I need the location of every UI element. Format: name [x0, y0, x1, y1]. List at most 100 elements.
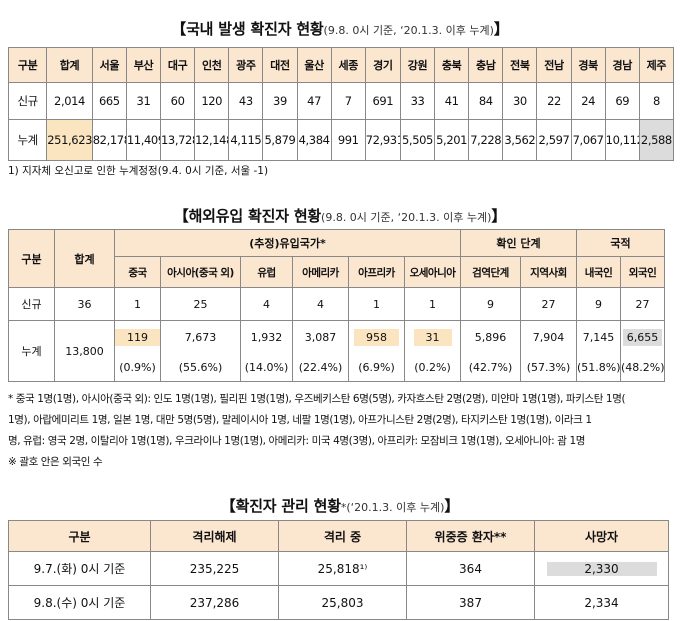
header-cell: 구분 [8, 229, 55, 288]
table-cell: (55.6%) [160, 353, 241, 382]
table-cell: 2,597 [536, 119, 572, 161]
table-cell: 7,904 [520, 320, 577, 353]
table-cell: (0.2%) [404, 353, 461, 382]
table-cell: 1 [404, 287, 461, 321]
footnote-line: 1명), 아랍에미리트 1명, 일본 1명, 대만 5명(5명), 말레이시아 … [8, 414, 592, 426]
table-cell: 4 [292, 287, 349, 321]
header-cell: 아시아(중국 외) [160, 256, 241, 288]
table-cell: 7,067 [570, 119, 606, 161]
table-cell: (42.7%) [460, 353, 521, 382]
table-cell: 10,112 [604, 119, 640, 161]
table-cell: 387 [406, 585, 535, 620]
table-cell: 24 [570, 82, 606, 120]
row-label: 신규 [8, 287, 55, 321]
header-cell: 충남 [468, 47, 504, 83]
row-label: 누계 [7, 119, 48, 161]
management-title-main: 【확진자 관리 현황 [220, 497, 341, 515]
table-cell: 27 [520, 287, 577, 321]
management-table: 구분 격리해제 격리 중 위중증 환자** 사망자 9.7.(화) 0시 기준 … [8, 520, 669, 620]
header-cell: 구분 [8, 520, 151, 552]
table-cell: 36 [54, 287, 115, 321]
header-cell: 충북 [434, 47, 470, 83]
table-cell: 43 [228, 82, 264, 120]
table-cell: 7 [330, 82, 366, 120]
header-cell: 오세아니아 [404, 256, 461, 288]
header-cell: 격리해제 [150, 520, 279, 552]
table-cell: 8 [638, 82, 675, 120]
table-cell: 31 [125, 82, 162, 120]
table-cell: (22.4%) [292, 353, 349, 382]
table-cell: 7,673 [160, 320, 241, 353]
table-cell: 82,178¹⁾ [91, 119, 127, 161]
footnote-line: * 중국 1명(1명), 아시아(중국 외): 인도 1명(1명), 필리핀 1… [8, 393, 626, 405]
cell-value: 31 [413, 328, 452, 346]
table-cell: 72,931 [364, 119, 401, 161]
table-cell: 5,879 [262, 119, 298, 161]
management-header-row: 구분 격리해제 격리 중 위중증 환자** 사망자 [8, 520, 669, 552]
table-cell: (57.3%) [520, 353, 577, 382]
management-title: 【확진자 관리 현황*(‘20.1.3. 이후 누계)】 [0, 495, 680, 516]
header-cell: 경남 [604, 47, 640, 83]
imported-table: 구분 합계 (추정)유입국가* 확인 단계 국적 중국 아시아(중국 외) 유럽… [8, 229, 665, 382]
table-cell: 235,225 [150, 551, 279, 586]
header-cell: 대전 [262, 47, 298, 83]
table-cell: 5,896 [460, 320, 521, 353]
table-row: 9.8.(수) 0시 기준 237,286 25,803 387 2,334 [8, 585, 669, 620]
table-cell: 31 [404, 320, 461, 353]
table-cell: 9 [576, 287, 621, 321]
table-cell: 2,330 [534, 551, 669, 586]
imported-new-row: 신규 36 1 25 4 4 1 1 9 27 9 27 [8, 287, 665, 321]
table-cell: 13,800 [54, 320, 115, 382]
table-cell: 3,562 [502, 119, 538, 161]
imported-title-end: 】 [491, 207, 507, 225]
header-cell: 전남 [536, 47, 572, 83]
imported-cum-row: 누계 13,800 119 7,673 1,932 3,087 958 31 5… [8, 320, 665, 382]
cell-value: 119 [115, 328, 160, 346]
table-cell: 30 [502, 82, 538, 120]
management-title-end: 】 [444, 497, 460, 515]
table-cell: 2,588 [638, 119, 675, 161]
header-cell: 유럽 [240, 256, 293, 288]
imported-footnote: * 중국 1명(1명), 아시아(중국 외): 인도 1명(1명), 필리핀 1… [8, 389, 668, 473]
header-cell: 사망자 [534, 520, 669, 552]
table-cell: 251,623¹⁾ [46, 119, 93, 161]
header-cell: 합계 [54, 229, 115, 288]
table-cell: 11,409 [125, 119, 162, 161]
table-cell: 3,087 [292, 320, 349, 353]
table-cell: 1 [114, 287, 161, 321]
table-row: 9.7.(화) 0시 기준 235,225 25,818¹⁾ 364 2,330 [8, 551, 669, 586]
domestic-title-sub: (9.8. 0시 기준, ‘20.1.3. 이후 누계) [323, 24, 494, 37]
table-cell: (14.0%) [240, 353, 293, 382]
table-cell: 6,655 [620, 320, 665, 353]
table-cell: 5,505 [399, 119, 436, 161]
imported-title: 【해외유입 확진자 현황(9.8. 0시 기준, ‘20.1.3. 이후 누계)… [0, 205, 680, 226]
table-cell: 991 [330, 119, 366, 161]
domestic-title: 【국내 발생 확진자 현황(9.8. 0시 기준, ‘20.1.3. 이후 누계… [0, 18, 680, 39]
table-cell: 9.7.(화) 0시 기준 [8, 551, 151, 586]
header-cell: 경기 [364, 47, 401, 83]
imported-title-main: 【해외유입 확진자 현황 [173, 207, 322, 225]
header-group-stage: 확인 단계 [460, 229, 577, 257]
domestic-header-row: 구분 합계 서울 부산 대구 인천 광주 대전 울산 세종 경기 강원 충북 충… [7, 47, 675, 83]
table-cell: 691 [364, 82, 401, 120]
header-cell: 경북 [570, 47, 606, 83]
header-cell: 격리 중 [278, 520, 407, 552]
header-cell: 내국인 [576, 256, 621, 288]
table-cell: 25,818¹⁾ [278, 551, 407, 586]
table-cell: 7,228 [468, 119, 504, 161]
table-cell: 9.8.(수) 0시 기준 [8, 585, 151, 620]
header-cell: 세종 [330, 47, 366, 83]
domestic-footnote: 1) 지자체 오신고로 인한 누계정정(9.4. 0시 기준, 서울 -1) [8, 165, 269, 177]
table-cell: 25 [160, 287, 241, 321]
imported-pct-row: (0.9%) (55.6%) (14.0%) (22.4%) (6.9%) (0… [9, 353, 665, 382]
table-cell: 4,115 [228, 119, 264, 161]
domestic-new-row: 신규 2,014 665 31 60 120 43 39 47 7 691 33… [7, 82, 675, 120]
table-cell: 120 [194, 82, 230, 120]
management-title-sup: * [340, 501, 347, 514]
header-cell: 아메리카 [292, 256, 349, 288]
table-cell: 4 [240, 287, 293, 321]
row-label: 누계 [8, 320, 55, 382]
domestic-title-main: 【국내 발생 확진자 현황 [171, 20, 324, 38]
imported-header-row-1: 구분 합계 (추정)유입국가* 확인 단계 국적 [8, 229, 665, 288]
domestic-cum-row: 누계 251,623¹⁾ 82,178¹⁾ 11,409 13,728 12,1… [7, 119, 675, 161]
